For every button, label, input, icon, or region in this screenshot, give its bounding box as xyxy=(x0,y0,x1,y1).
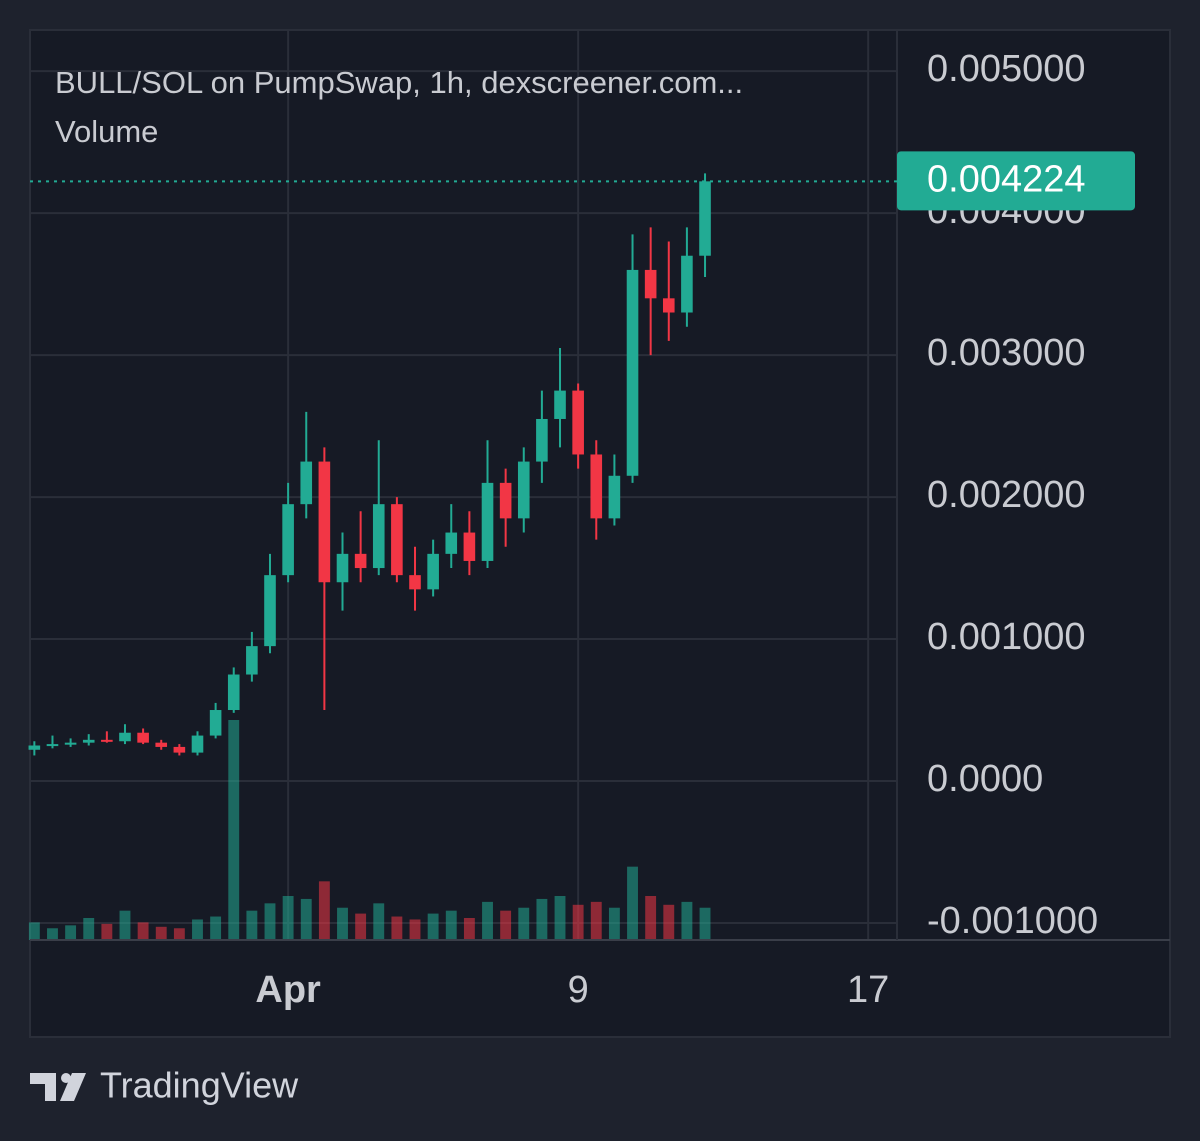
candle-body xyxy=(28,745,41,750)
volume-bar xyxy=(228,720,240,940)
candle-body xyxy=(517,461,530,519)
candle-body xyxy=(572,390,584,455)
y-tick-label: 0.003000 xyxy=(927,332,1086,374)
candle-body xyxy=(354,553,367,569)
candle-body xyxy=(46,744,59,747)
candle-body xyxy=(590,454,603,519)
volume-bar xyxy=(210,916,222,940)
candle-body xyxy=(64,742,77,745)
grid xyxy=(30,30,897,940)
candle-body xyxy=(445,532,458,554)
candle-body xyxy=(372,504,385,569)
candle-body xyxy=(662,298,675,313)
candle-body xyxy=(227,674,240,711)
candle-body xyxy=(481,482,494,561)
candle-body xyxy=(264,575,276,647)
volume-legend: Volume xyxy=(55,114,158,149)
candle-body xyxy=(155,742,168,747)
volume-bar xyxy=(645,896,657,940)
candle-body xyxy=(191,735,204,753)
volume-bar xyxy=(482,901,493,940)
chart-title: BULL/SOL on PumpSwap, 1h, dexscreener.co… xyxy=(55,65,743,100)
candle-body xyxy=(137,732,149,743)
volume-bar xyxy=(83,918,95,940)
volume-bar xyxy=(518,907,530,940)
candle-body xyxy=(427,553,439,590)
candles xyxy=(28,173,711,756)
volume-bar xyxy=(699,907,711,940)
candle-body xyxy=(536,418,548,462)
candle-body xyxy=(699,181,711,256)
volume-bar xyxy=(300,898,312,940)
volume-bar xyxy=(663,904,675,940)
last-price-badge xyxy=(897,151,1135,211)
volume-bar xyxy=(391,916,403,940)
volume-bar xyxy=(608,907,620,940)
candle-body xyxy=(499,482,512,519)
volume-bar xyxy=(536,898,548,940)
volume-bar xyxy=(355,913,367,940)
last-price-label: 0.004224 xyxy=(927,158,1086,200)
candle-body xyxy=(463,532,476,561)
volume-bar xyxy=(119,910,131,940)
volume-bar xyxy=(65,925,77,940)
candle-body xyxy=(644,269,657,299)
volume-bar xyxy=(463,918,475,940)
y-tick-label: 0.001000 xyxy=(927,616,1086,658)
volume-bar xyxy=(282,896,294,940)
candle-body xyxy=(391,504,403,576)
volume-bar xyxy=(155,926,167,940)
x-tick-label: 17 xyxy=(847,969,889,1011)
candle-body xyxy=(336,553,349,583)
volume-bar xyxy=(47,928,58,940)
volume-pane xyxy=(28,720,711,940)
volume-bar xyxy=(427,913,439,940)
volume-bar xyxy=(373,903,385,940)
volume-bar xyxy=(681,901,693,940)
candle-body xyxy=(409,575,421,590)
volume-bar xyxy=(445,910,457,940)
candle-body xyxy=(300,461,313,505)
candle-body xyxy=(554,390,566,419)
logo-dot xyxy=(61,1073,71,1083)
y-tick-label: 0.002000 xyxy=(927,474,1086,516)
volume-bar xyxy=(101,923,113,940)
volume-bar xyxy=(337,907,348,940)
tradingview-logo: TradingView xyxy=(30,1065,299,1106)
logo-mark xyxy=(30,1073,86,1101)
volume-bar xyxy=(264,903,276,940)
x-tick-label: 9 xyxy=(568,969,589,1011)
volume-bar xyxy=(192,919,203,940)
volume-bar xyxy=(318,881,330,940)
volume-bar xyxy=(173,928,185,940)
y-tick-label: -0.001000 xyxy=(927,900,1098,942)
candle-body xyxy=(626,269,639,476)
y-tick-label: 0.005000 xyxy=(927,48,1086,90)
volume-bar xyxy=(554,896,566,940)
brand: TradingView xyxy=(100,1065,299,1106)
volume-bar xyxy=(590,901,602,940)
volume-bar xyxy=(572,904,584,940)
volume-bar xyxy=(500,910,512,940)
axes: 0.0050000.0040000.0030000.0020000.001000… xyxy=(30,48,1135,1011)
volume-bar xyxy=(627,866,638,940)
candle-body xyxy=(246,646,258,675)
candle-body xyxy=(119,732,131,742)
y-tick-label: 0.0000 xyxy=(927,758,1043,800)
candle-body xyxy=(608,475,621,519)
candle-body xyxy=(681,255,693,313)
volume-bar xyxy=(137,922,149,940)
candle-body xyxy=(173,746,186,753)
candle-body xyxy=(282,504,294,576)
volume-bar xyxy=(409,919,421,940)
candle-body xyxy=(318,461,331,583)
candle-body xyxy=(101,739,113,742)
volume-bar xyxy=(246,910,258,940)
candle-body xyxy=(209,710,222,736)
x-tick-label: Apr xyxy=(255,969,321,1011)
candle-body xyxy=(82,739,95,743)
volume-bar xyxy=(28,922,40,940)
